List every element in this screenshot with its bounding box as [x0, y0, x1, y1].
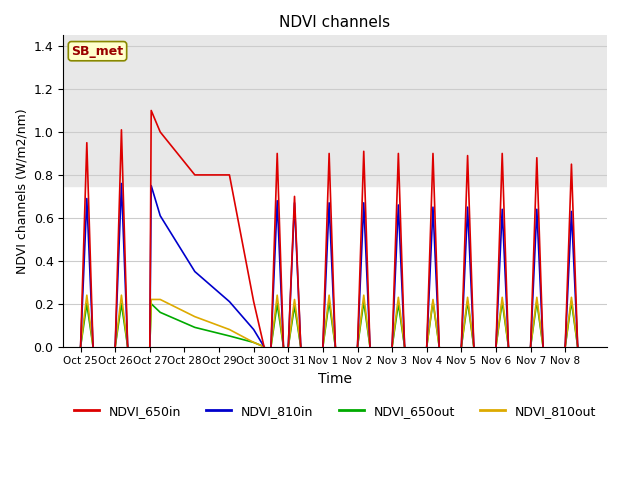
Y-axis label: NDVI channels (W/m2/nm): NDVI channels (W/m2/nm) [15, 108, 28, 274]
Legend: NDVI_650in, NDVI_810in, NDVI_650out, NDVI_810out: NDVI_650in, NDVI_810in, NDVI_650out, NDV… [68, 400, 601, 423]
Title: NDVI channels: NDVI channels [280, 15, 390, 30]
Bar [63, 36, 607, 186]
Text: SB_met: SB_met [72, 45, 124, 58]
X-axis label: Time: Time [318, 372, 352, 386]
